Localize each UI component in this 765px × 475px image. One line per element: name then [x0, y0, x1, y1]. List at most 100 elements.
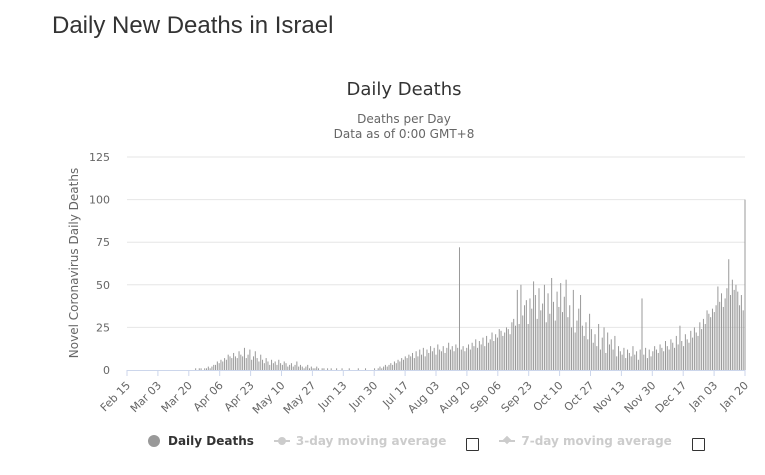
bar[interactable]	[341, 368, 343, 370]
bar[interactable]	[516, 289, 518, 370]
bar[interactable]	[415, 351, 417, 370]
bar[interactable]	[551, 277, 553, 370]
bar[interactable]	[692, 337, 694, 370]
bar[interactable]	[672, 342, 674, 370]
bar[interactable]	[697, 335, 699, 370]
bar[interactable]	[252, 356, 254, 370]
bar[interactable]	[258, 361, 260, 370]
bar[interactable]	[207, 366, 209, 370]
bar[interactable]	[260, 354, 262, 370]
bar[interactable]	[740, 295, 742, 370]
bar[interactable]	[636, 351, 638, 370]
bar[interactable]	[645, 347, 647, 370]
bar[interactable]	[549, 313, 551, 370]
bar[interactable]	[435, 354, 437, 370]
bar[interactable]	[585, 322, 587, 370]
bar[interactable]	[706, 310, 708, 370]
bar[interactable]	[424, 356, 426, 370]
bar[interactable]	[477, 347, 479, 370]
bar[interactable]	[473, 346, 475, 370]
bar[interactable]	[563, 296, 565, 370]
bar[interactable]	[229, 356, 231, 370]
bar[interactable]	[399, 361, 401, 370]
bar[interactable]	[721, 293, 723, 370]
bar[interactable]	[209, 368, 211, 370]
bar[interactable]	[469, 349, 471, 370]
bar[interactable]	[619, 351, 621, 370]
bar[interactable]	[571, 327, 573, 370]
bar[interactable]	[708, 313, 710, 370]
bar[interactable]	[245, 358, 247, 370]
bar[interactable]	[581, 325, 583, 370]
bar[interactable]	[283, 361, 285, 370]
bar[interactable]	[666, 346, 668, 370]
bar[interactable]	[249, 349, 251, 370]
bar[interactable]	[731, 279, 733, 370]
bar[interactable]	[440, 351, 442, 370]
bar[interactable]	[215, 364, 217, 370]
bar[interactable]	[628, 352, 630, 370]
bar[interactable]	[278, 359, 280, 370]
bar[interactable]	[646, 358, 648, 370]
bar[interactable]	[688, 342, 690, 370]
bar[interactable]	[717, 286, 719, 371]
bar[interactable]	[455, 344, 457, 370]
bar[interactable]	[406, 358, 408, 370]
bar[interactable]	[690, 330, 692, 370]
bar[interactable]	[310, 366, 312, 370]
bar[interactable]	[607, 332, 609, 370]
bar[interactable]	[269, 364, 271, 370]
bar[interactable]	[710, 317, 712, 370]
bar[interactable]	[323, 368, 325, 370]
bar[interactable]	[590, 329, 592, 370]
bar[interactable]	[664, 341, 666, 370]
bar[interactable]	[471, 342, 473, 370]
bar[interactable]	[684, 334, 686, 370]
bar[interactable]	[663, 351, 665, 370]
bar[interactable]	[195, 368, 197, 370]
bar[interactable]	[730, 295, 732, 370]
bar[interactable]	[654, 346, 656, 370]
bar[interactable]	[316, 366, 318, 370]
bar[interactable]	[728, 259, 730, 370]
bar[interactable]	[412, 352, 414, 370]
bar[interactable]	[301, 366, 303, 370]
bar[interactable]	[527, 323, 529, 370]
bar[interactable]	[296, 361, 298, 370]
bar[interactable]	[630, 356, 632, 370]
bar[interactable]	[509, 334, 511, 370]
bar[interactable]	[336, 368, 338, 370]
bar[interactable]	[451, 346, 453, 370]
bar[interactable]	[627, 349, 629, 370]
bar[interactable]	[458, 247, 460, 370]
bar[interactable]	[498, 329, 500, 370]
bar[interactable]	[739, 305, 741, 370]
bar[interactable]	[525, 300, 527, 370]
bar[interactable]	[475, 339, 477, 370]
bar[interactable]	[513, 318, 515, 370]
bar[interactable]	[395, 363, 397, 370]
bar[interactable]	[618, 346, 620, 370]
bar[interactable]	[213, 364, 215, 370]
bar[interactable]	[312, 368, 314, 370]
bar[interactable]	[218, 363, 220, 370]
bar[interactable]	[556, 291, 558, 370]
bar[interactable]	[204, 368, 206, 370]
bar[interactable]	[722, 306, 724, 370]
bar[interactable]	[675, 335, 677, 370]
bar[interactable]	[529, 298, 531, 370]
bar[interactable]	[496, 337, 498, 370]
bar[interactable]	[702, 318, 704, 370]
bar[interactable]	[478, 341, 480, 370]
bar[interactable]	[402, 359, 404, 370]
bar[interactable]	[547, 293, 549, 370]
bar[interactable]	[413, 358, 415, 370]
bar[interactable]	[285, 363, 287, 370]
bar[interactable]	[482, 337, 484, 370]
bar[interactable]	[439, 349, 441, 370]
bar[interactable]	[659, 344, 661, 370]
bar[interactable]	[384, 364, 386, 370]
bar[interactable]	[594, 334, 596, 370]
bar[interactable]	[536, 318, 538, 370]
bar[interactable]	[713, 312, 715, 370]
